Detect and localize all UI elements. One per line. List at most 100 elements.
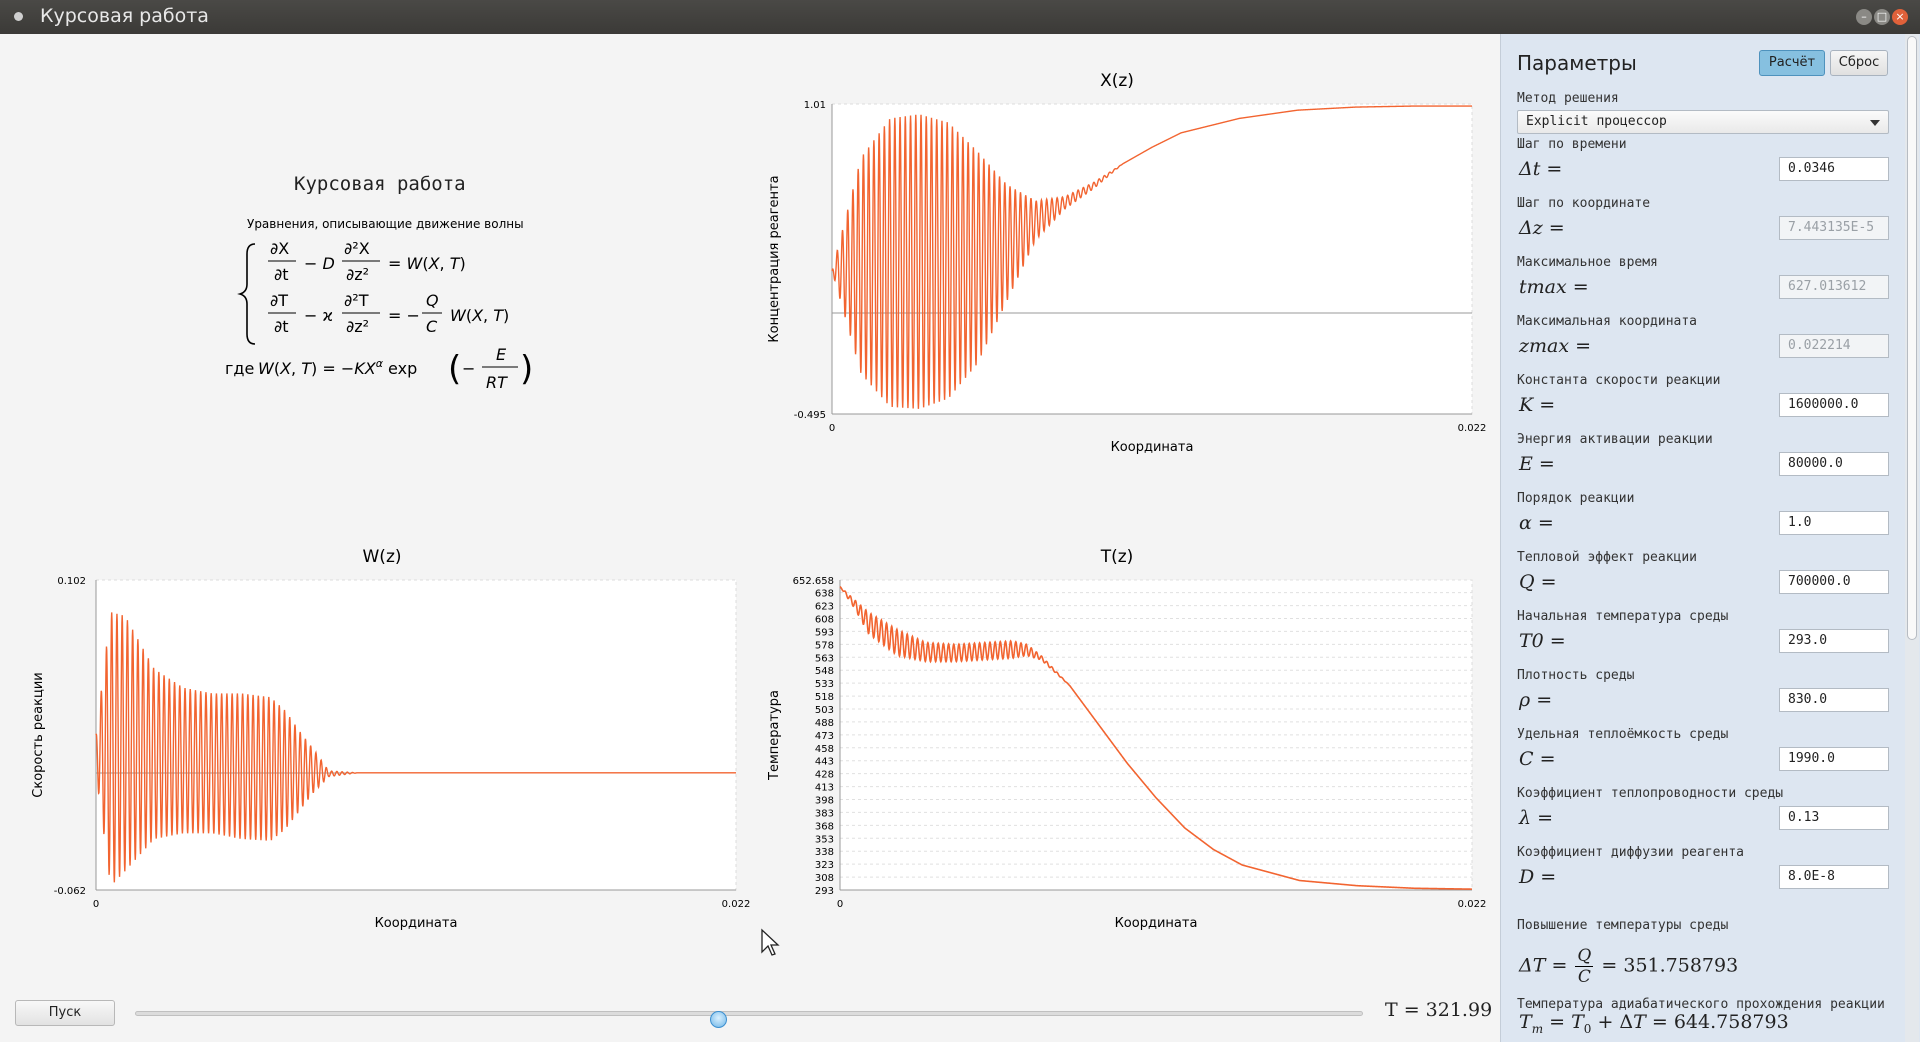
- svg-text:− ϰ: − ϰ: [304, 306, 333, 325]
- param-row: Удельная теплоёмкость среды C = 1990.0: [1517, 727, 1897, 785]
- param-input[interactable]: 1.0: [1779, 511, 1889, 535]
- y-tick-label: 608: [815, 614, 834, 625]
- y-tick-label: 488: [815, 718, 834, 729]
- chart-x-ymax: 1.01: [804, 100, 826, 111]
- chart-w-title: W(z): [363, 547, 402, 567]
- time-slider-thumb[interactable]: [709, 1011, 727, 1028]
- equations-caption: Уравнения, описывающие движение волны: [247, 217, 524, 231]
- run-button[interactable]: Пуск: [15, 1000, 115, 1026]
- maximize-icon[interactable]: □: [1874, 9, 1890, 25]
- param-row: Максимальная координата zmax = 0.022214: [1517, 314, 1897, 372]
- chart-t-xlabel: Координата: [1115, 916, 1198, 931]
- chart-x-series: [831, 105, 1472, 409]
- tm-value: = 644.758793: [1651, 1011, 1789, 1033]
- series-line: [839, 586, 1473, 890]
- param-input[interactable]: 0.0346: [1779, 157, 1889, 181]
- svg-text:= −: = −: [388, 306, 420, 325]
- param-input[interactable]: 8.0E-8: [1779, 865, 1889, 889]
- chart-x: X(z) 1.01 -0.495 0 0.022 Координата Конц…: [767, 71, 1486, 455]
- param-input[interactable]: 7.443135E-5: [1779, 216, 1889, 240]
- y-tick-label: 353: [815, 834, 834, 845]
- param-label: Повышение температуры среды: [1517, 918, 1729, 933]
- svg-text:): ): [520, 349, 533, 389]
- svg-text:− D: − D: [304, 254, 335, 273]
- chart-w-ymax: 0.102: [57, 576, 86, 587]
- chart-w-ymin: -0.062: [54, 886, 86, 897]
- param-input[interactable]: 80000.0: [1779, 452, 1889, 476]
- chart-x-ymin: -0.495: [794, 410, 826, 421]
- param-input[interactable]: 1990.0: [1779, 747, 1889, 771]
- y-tick-label: 383: [815, 808, 834, 819]
- chart-x-xlabel: Координата: [1111, 440, 1194, 455]
- panel-scroll-thumb[interactable]: [1907, 36, 1917, 640]
- svg-text:−: −: [462, 359, 475, 378]
- reset-button[interactable]: Сброс: [1830, 50, 1888, 76]
- param-symbol: D =: [1519, 866, 1557, 888]
- y-tick-label: 413: [815, 783, 834, 794]
- param-symbol: tmax =: [1519, 276, 1589, 298]
- app-menu-icon[interactable]: [14, 12, 23, 21]
- calculate-button[interactable]: Расчёт: [1759, 50, 1825, 76]
- svg-text:= W(X, T): = W(X, T): [388, 254, 466, 273]
- chart-w: W(z) 0.102 -0.062 0 0.022 Координата Ско…: [31, 547, 750, 931]
- minimize-icon[interactable]: –: [1856, 9, 1872, 25]
- chart-x-plot: [831, 103, 1473, 415]
- chart-w-xlabel: Координата: [375, 916, 458, 931]
- param-label: Начальная температура среды: [1517, 609, 1729, 624]
- param-input[interactable]: 0.13: [1779, 806, 1889, 830]
- y-tick-label: 503: [815, 705, 834, 716]
- chart-t-xmin: 0: [837, 899, 843, 910]
- bottom-controls: Пуск T = 321.99: [0, 995, 1500, 1035]
- y-tick-label: 578: [815, 640, 834, 651]
- y-tick-label: 368: [815, 821, 834, 832]
- param-label: Коэффициент теплопроводности среды: [1517, 786, 1784, 801]
- window-title: Курсовая работа: [40, 5, 209, 27]
- param-row: Коэффициент теплопроводности среды λ = 0.1…: [1517, 786, 1897, 844]
- chart-x-xmin: 0: [829, 423, 835, 434]
- y-tick-label: 563: [815, 653, 834, 664]
- y-tick-label: 428: [815, 770, 834, 781]
- y-tick-label: 308: [815, 873, 834, 884]
- param-symbol: Δz =: [1519, 217, 1565, 239]
- close-icon[interactable]: ×: [1892, 9, 1908, 25]
- param-row: Шаг по координате Δz = 7.443135E-5: [1517, 196, 1897, 254]
- y-tick-label: 533: [815, 679, 834, 690]
- mouse-pointer-icon: [761, 928, 780, 956]
- time-slider[interactable]: [135, 1011, 1363, 1028]
- svg-text:∂z²: ∂z²: [346, 317, 369, 336]
- param-label: Коэффициент диффузии реагента: [1517, 845, 1744, 860]
- chart-w-series: [95, 612, 736, 883]
- y-tick-label: 458: [815, 744, 834, 755]
- param-row: Коэффициент диффузии реагента D = 8.0E-8: [1517, 845, 1897, 903]
- svg-text:(: (: [448, 349, 461, 389]
- param-label: Плотность среды: [1517, 668, 1635, 683]
- svg-text:∂T: ∂T: [270, 291, 288, 310]
- svg-text:W(X, T): W(X, T): [450, 306, 509, 325]
- chart-t-xmax: 0.022: [1458, 899, 1487, 910]
- method-select[interactable]: Explicit процессор: [1517, 110, 1889, 134]
- param-input[interactable]: 830.0: [1779, 688, 1889, 712]
- y-tick-label: 548: [815, 666, 834, 677]
- chart-t-title: T(z): [1100, 547, 1134, 567]
- param-input[interactable]: 293.0: [1779, 629, 1889, 653]
- param-symbol: T0 =: [1519, 630, 1566, 652]
- param-input[interactable]: 1600000.0: [1779, 393, 1889, 417]
- param-row: Энергия активации реакции E = 80000.0: [1517, 432, 1897, 490]
- formula-title: Курсовая работа: [294, 173, 466, 195]
- chart-t-ylabel: Температура: [767, 690, 782, 781]
- svg-text:∂t: ∂t: [274, 317, 289, 336]
- param-input[interactable]: 700000.0: [1779, 570, 1889, 594]
- param-label: Константа скорости реакции: [1517, 373, 1721, 388]
- param-input[interactable]: 627.013612: [1779, 275, 1889, 299]
- param-label: Максимальное время: [1517, 255, 1658, 270]
- y-tick-label: 518: [815, 692, 834, 703]
- panel-scrollbar[interactable]: [1905, 34, 1919, 1042]
- param-label: Удельная теплоёмкость среды: [1517, 727, 1729, 742]
- param-label: Порядок реакции: [1517, 491, 1635, 506]
- svg-text:∂X: ∂X: [270, 239, 289, 258]
- y-tick-label: 323: [815, 860, 834, 871]
- param-input[interactable]: 0.022214: [1779, 334, 1889, 358]
- y-tick-label: 593: [815, 627, 834, 638]
